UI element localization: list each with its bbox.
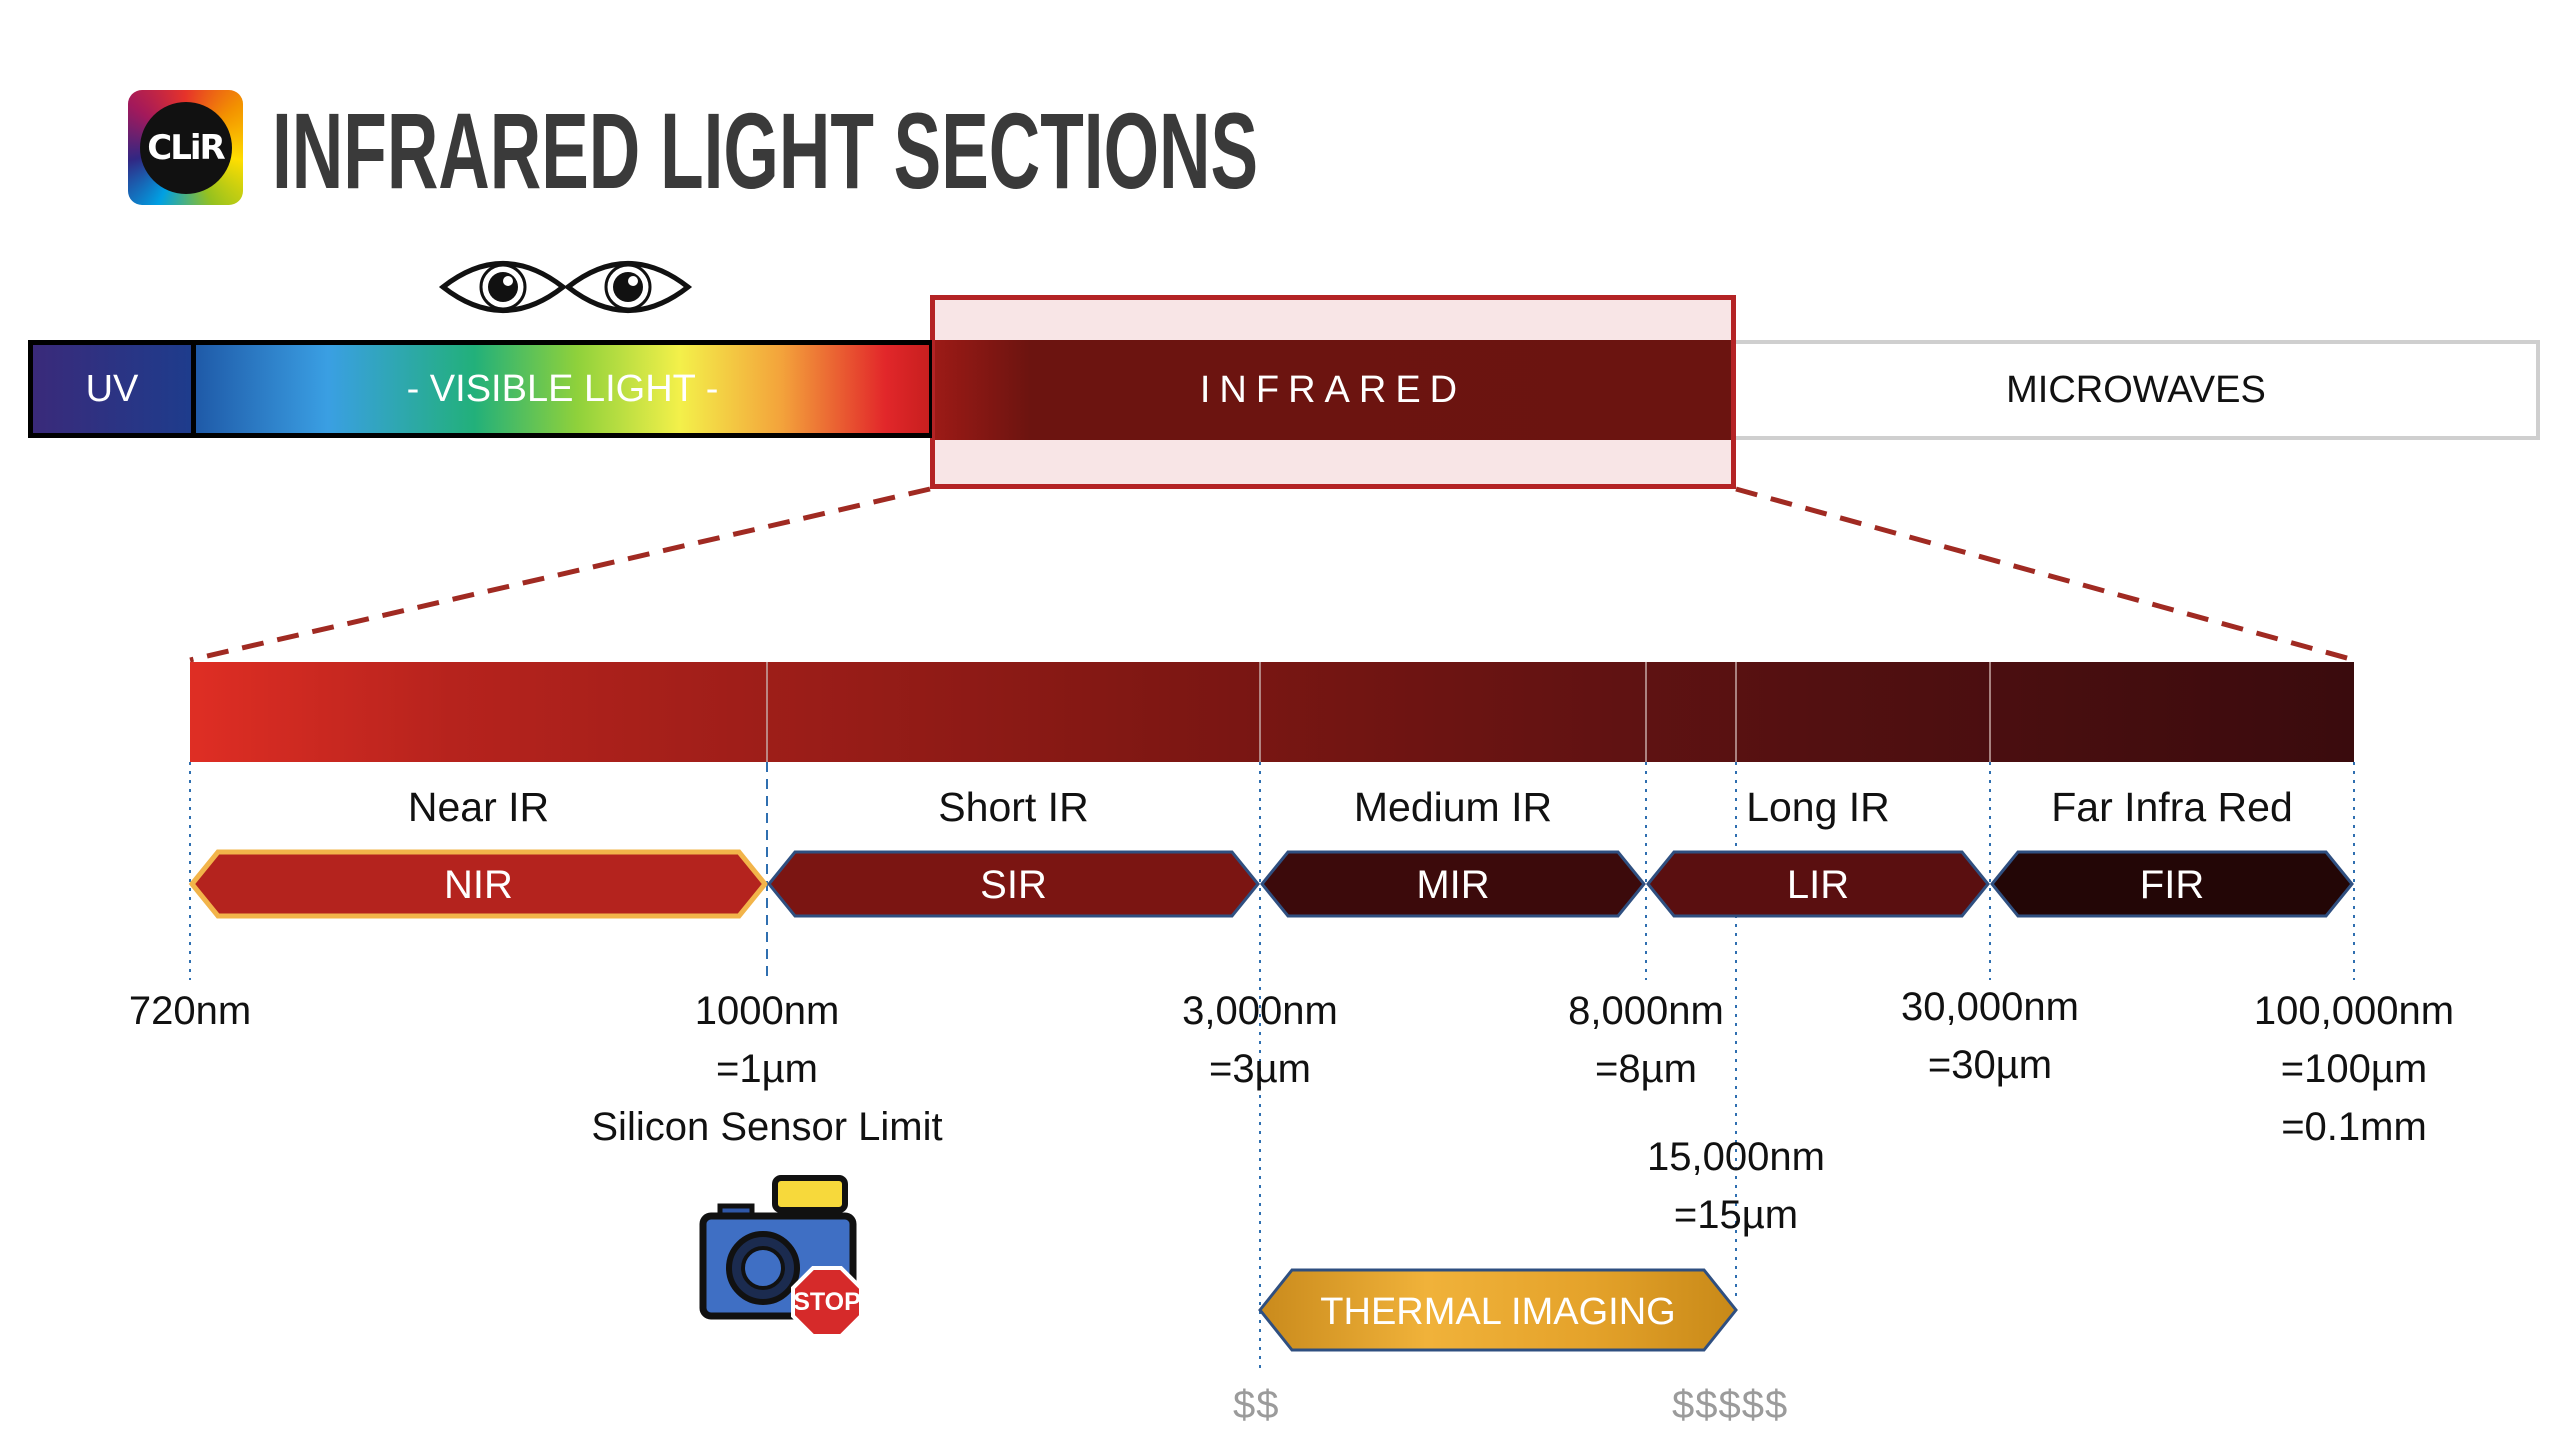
boundary-label-3-line-2: =3µm [1209,1047,1311,1091]
boundary-label-4-line-1: 8,000nm [1568,989,1724,1033]
thermal-imaging-arrow [1258,1268,1738,1352]
clir-logo: CLiR [128,90,243,205]
boundary-label-2-line-1: 1000nm [694,989,840,1033]
band-abbr-mir: MIR [1416,863,1489,907]
band-arrow-sir [767,850,1260,918]
zoom-line-left [189,486,931,663]
band-visible-light: - VISIBLE LIGHT - [196,340,932,438]
thermal-imaging-label: THERMAL IMAGING [1320,1291,1675,1333]
boundary-label-7-line-3: =0.1mm [2281,1105,2427,1149]
boundary-label-2-line-3: Silicon Sensor Limit [591,1105,943,1149]
boundary-label-6-line-2: =30µm [1927,1043,2053,1087]
band-name-lir: Long IR [1746,784,1890,830]
boundary-label-5-line-1: 15,000nm [1647,1135,1825,1179]
band-uv: UV [28,340,196,438]
boundary-label-7-line-1: 100,000nm [2253,989,2455,1033]
boundary-label-6-line-1: 30,000nm [1901,985,2079,1029]
boundary-label-7-line-2: =100µm [2280,1047,2428,1091]
band-infrared: INFRARED [935,340,1731,440]
boundary-label-5-line-2: =15µm [1673,1193,1799,1237]
band-abbr-lir: LIR [1787,863,1849,907]
boundary-label-2-line-2: =1µm [716,1047,818,1091]
band-arrow-lir [1646,850,1990,918]
boundary-label-3-line-1: 3,000nm [1182,989,1338,1033]
band-microwaves: MICROWAVES [1736,340,2540,440]
band-abbr-fir: FIR [2140,863,2204,907]
band-name-sir: Short IR [938,784,1089,830]
zoom-line-right [1735,486,2355,663]
band-name-fir: Far Infra Red [2051,784,2293,830]
cost-high-label: $$$$$ [1672,1383,1789,1427]
cost-low-label: $$ [1233,1383,1280,1427]
band-abbr-nir: NIR [444,863,513,907]
band-arrow-mir [1260,850,1646,918]
camera-stop-icon: STOP [699,1175,863,1338]
clir-logo-text: CLiR [139,101,232,194]
boundary-label-1-line-1: 720nm [128,989,252,1033]
band-abbr-sir: SIR [980,863,1047,907]
ir-gradient-bar [190,662,2354,762]
eyes-icon [438,261,693,313]
stop-sign-text: STOP [793,1288,861,1316]
band-name-nir: Near IR [407,784,550,830]
band-arrow-fir [1990,850,2354,918]
boundary-label-4-line-2: =8µm [1595,1047,1697,1091]
band-name-mir: Medium IR [1353,784,1553,830]
band-arrow-nir [188,849,769,919]
page-title: INFRARED LIGHT SECTIONS [272,90,1259,211]
